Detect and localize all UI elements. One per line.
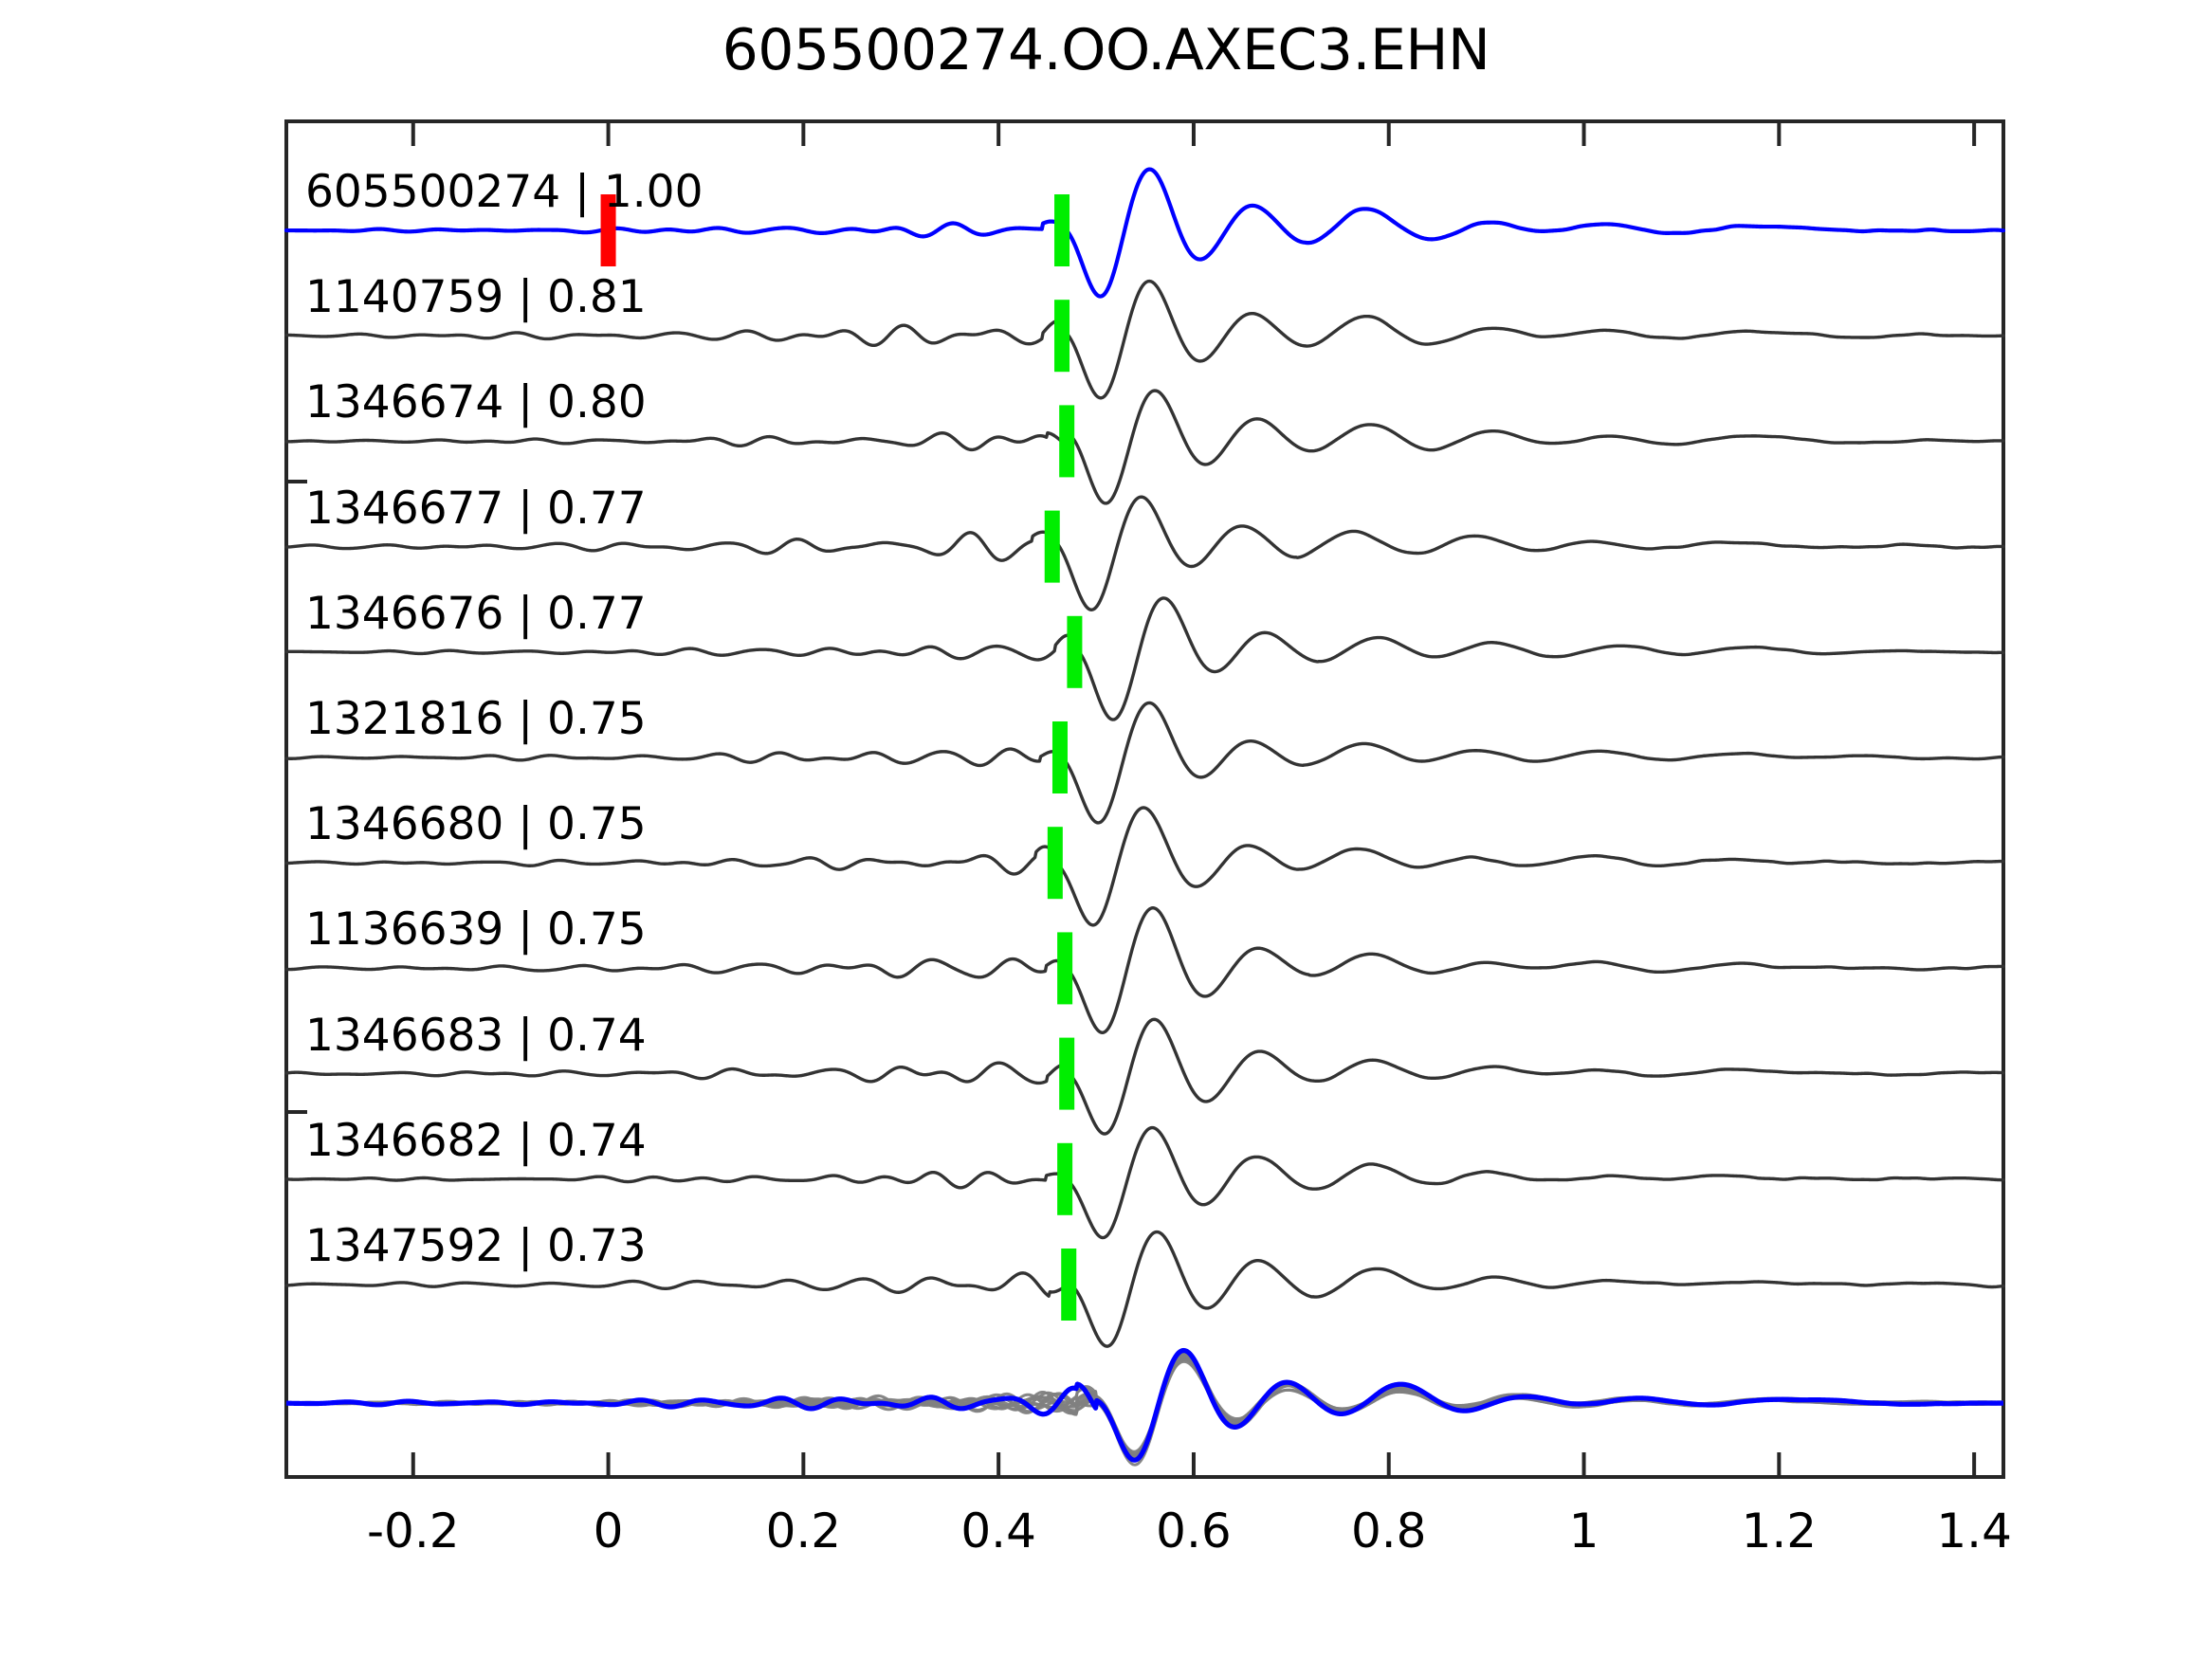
trace-group — [284, 389, 2005, 505]
match-waveform — [284, 806, 2005, 927]
match-waveform — [284, 596, 2005, 721]
detection-pick-marker — [1054, 300, 1070, 373]
x-tick-label: 0.6 — [1156, 1504, 1232, 1559]
detection-pick-marker — [1067, 615, 1083, 688]
trace-group — [284, 596, 2005, 721]
trace-group — [284, 1017, 2005, 1136]
trace-group — [284, 701, 2005, 825]
detection-pick-marker — [1057, 932, 1073, 1005]
stack-group — [284, 1347, 2005, 1467]
detection-pick-marker — [1059, 405, 1075, 478]
trace-label: 1346674 | 0.80 — [305, 376, 647, 429]
detection-pick-marker — [1044, 510, 1060, 583]
detection-pick-marker — [1047, 827, 1063, 900]
match-waveform — [284, 1230, 2005, 1348]
page-title: 605500274.OO.AXEC3.EHN — [722, 17, 1490, 83]
trace-group — [284, 1230, 2005, 1348]
x-tick-label: 1.4 — [1936, 1504, 2012, 1559]
x-tick-label: 0 — [593, 1504, 624, 1559]
detection-pick-marker — [1061, 1249, 1077, 1321]
trace-group — [284, 806, 2005, 927]
trace-group — [284, 279, 2005, 400]
stack-mean-trace — [284, 1347, 2005, 1463]
plot-frame — [284, 119, 2005, 1479]
trace-label: 1136639 | 0.75 — [305, 903, 647, 957]
match-waveform — [284, 906, 2005, 1034]
x-tick-label: 0.8 — [1350, 1504, 1427, 1559]
trace-label: 1346682 | 0.74 — [305, 1114, 647, 1167]
match-waveform — [284, 279, 2005, 400]
x-tick-label: 1.2 — [1741, 1504, 1818, 1559]
trace-label: 1346676 | 0.77 — [305, 587, 647, 640]
trace-label: 1346677 | 0.77 — [305, 482, 647, 535]
trace-label: 1346680 | 0.75 — [305, 798, 647, 851]
template-pick-marker — [600, 194, 616, 266]
trace-group — [284, 495, 2005, 611]
trace-label: 1346683 | 0.74 — [305, 1009, 647, 1062]
x-tick-label: 1 — [1568, 1504, 1600, 1559]
x-tick-label: -0.2 — [366, 1504, 460, 1559]
detection-pick-marker — [1057, 1142, 1073, 1215]
detection-pick-marker — [1059, 1037, 1075, 1110]
template-waveform — [283, 167, 2006, 299]
detection-pick-marker — [1051, 721, 1068, 793]
match-waveform — [284, 495, 2005, 611]
match-waveform — [284, 389, 2005, 505]
trace-group — [284, 1125, 2005, 1240]
match-waveform — [284, 701, 2005, 825]
trace-label: 1347592 | 0.73 — [305, 1220, 647, 1272]
trace-group — [284, 906, 2005, 1034]
trace-group — [283, 167, 2006, 299]
trace-label: 1321816 | 0.75 — [305, 693, 647, 745]
match-waveform — [284, 1017, 2005, 1136]
x-tick-label: 0.4 — [960, 1504, 1036, 1559]
x-tick-label: 0.2 — [765, 1504, 842, 1559]
match-waveform — [284, 1125, 2005, 1240]
detection-pick-marker — [1054, 194, 1070, 266]
trace-label: 605500274 | 1.00 — [305, 166, 704, 218]
trace-label: 1140759 | 0.81 — [305, 271, 647, 324]
